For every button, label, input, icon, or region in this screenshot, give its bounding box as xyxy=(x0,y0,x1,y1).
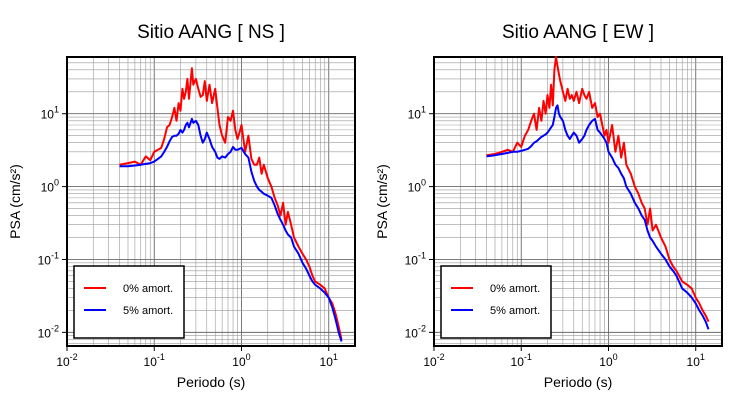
y-tick-label: 100 xyxy=(41,178,59,195)
legend: 0% amort. 5% amort. xyxy=(73,265,185,339)
x-tick-label: 10-2 xyxy=(423,352,444,369)
y-tick-label: 101 xyxy=(41,105,59,122)
x-axis-label: Periodo (s) xyxy=(544,374,612,390)
y-tick-label: 10-1 xyxy=(38,250,59,267)
chart-title: Sitio AANG [ EW ] xyxy=(502,22,654,43)
y-tick-label: 10-1 xyxy=(405,250,426,267)
x-axis-label: Periodo (s) xyxy=(177,374,245,390)
legend-label-1: 0% amort. xyxy=(123,283,173,295)
legend: 0% amort. 5% amort. xyxy=(440,265,552,339)
plot-frame xyxy=(433,56,723,347)
y-axis-label: PSA (cm/s²) xyxy=(374,164,390,239)
legend-box xyxy=(73,265,185,339)
y-tick-label: 10-2 xyxy=(38,323,59,340)
legend-box xyxy=(440,265,552,339)
series-line-2 xyxy=(119,117,343,342)
plot-frame xyxy=(66,56,356,347)
legend-label-1: 0% amort. xyxy=(490,283,540,295)
chart-panel-2: 10-2 10-1 100 101 10-2 10-1 100 101 Sitio AANG [… xyxy=(374,22,723,390)
series-line-2 xyxy=(486,104,710,330)
y-tick-label: 10-2 xyxy=(405,323,426,340)
x-tick-label: 10-1 xyxy=(511,352,532,369)
x-tick-label: 101 xyxy=(320,352,338,369)
y-tick-label: 100 xyxy=(408,178,426,195)
series-line-1 xyxy=(486,56,710,323)
y-axis-label: PSA (cm/s²) xyxy=(7,164,23,239)
chart-panel-1: 10-2 10-1 100 101 10-2 10-1 100 101 Sitio AANG [… xyxy=(7,22,356,390)
x-tick-label: 101 xyxy=(687,352,705,369)
x-tick-label: 100 xyxy=(599,352,617,369)
x-tick-label: 10-1 xyxy=(144,352,165,369)
x-tick-label: 100 xyxy=(232,352,250,369)
chart-title: Sitio AANG [ NS ] xyxy=(137,22,285,43)
grid-lines xyxy=(433,56,723,346)
x-tick-label: 10-2 xyxy=(56,352,77,369)
legend-label-2: 5% amort. xyxy=(123,305,173,317)
series-line-1 xyxy=(119,67,343,340)
legend-label-2: 5% amort. xyxy=(490,305,540,317)
y-tick-label: 101 xyxy=(408,105,426,122)
